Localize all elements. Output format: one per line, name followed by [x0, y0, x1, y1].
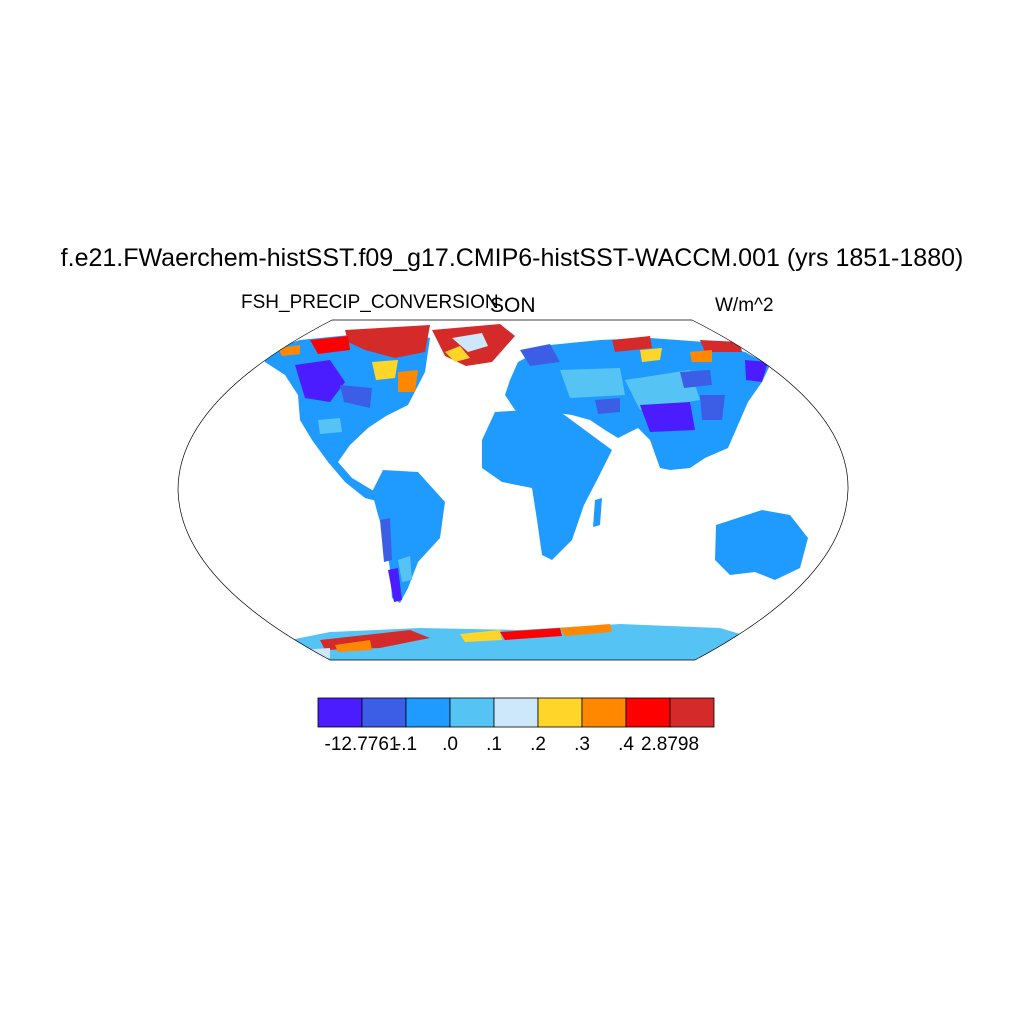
colorbar-box: [449, 697, 495, 728]
colorbar-label: -.1: [394, 734, 418, 755]
map-boundary: [177, 319, 849, 661]
colorbar-box: [405, 697, 451, 728]
colorbar-label: .1: [486, 734, 502, 755]
colorbar-box: [669, 697, 715, 728]
colorbar-box: [493, 697, 539, 728]
colorbar-label: -12.7761: [324, 734, 400, 755]
colorbar-box: [361, 697, 407, 728]
colorbar-box: [581, 697, 627, 728]
units-label: W/m^2: [715, 295, 774, 316]
season-label: SON: [490, 294, 536, 317]
colorbar-label: 2.8798: [640, 734, 700, 755]
colorbar-label: .4: [618, 734, 634, 755]
africa: [482, 408, 612, 560]
colorbar-label: .3: [574, 734, 590, 755]
figure-title: f.e21.FWaerchem-histSST.f09_g17.CMIP6-hi…: [60, 244, 964, 272]
variable-name: FSH_PRECIP_CONVERSION: [241, 292, 499, 313]
australia: [715, 510, 808, 580]
colorbar-box: [537, 697, 583, 728]
colorbar-label: .2: [530, 734, 546, 755]
colorbar-label: .0: [442, 734, 458, 755]
map-field: [262, 324, 808, 660]
colorbar-box: [625, 697, 671, 728]
colorbar-box: [317, 697, 363, 728]
colorbar: [317, 697, 715, 728]
